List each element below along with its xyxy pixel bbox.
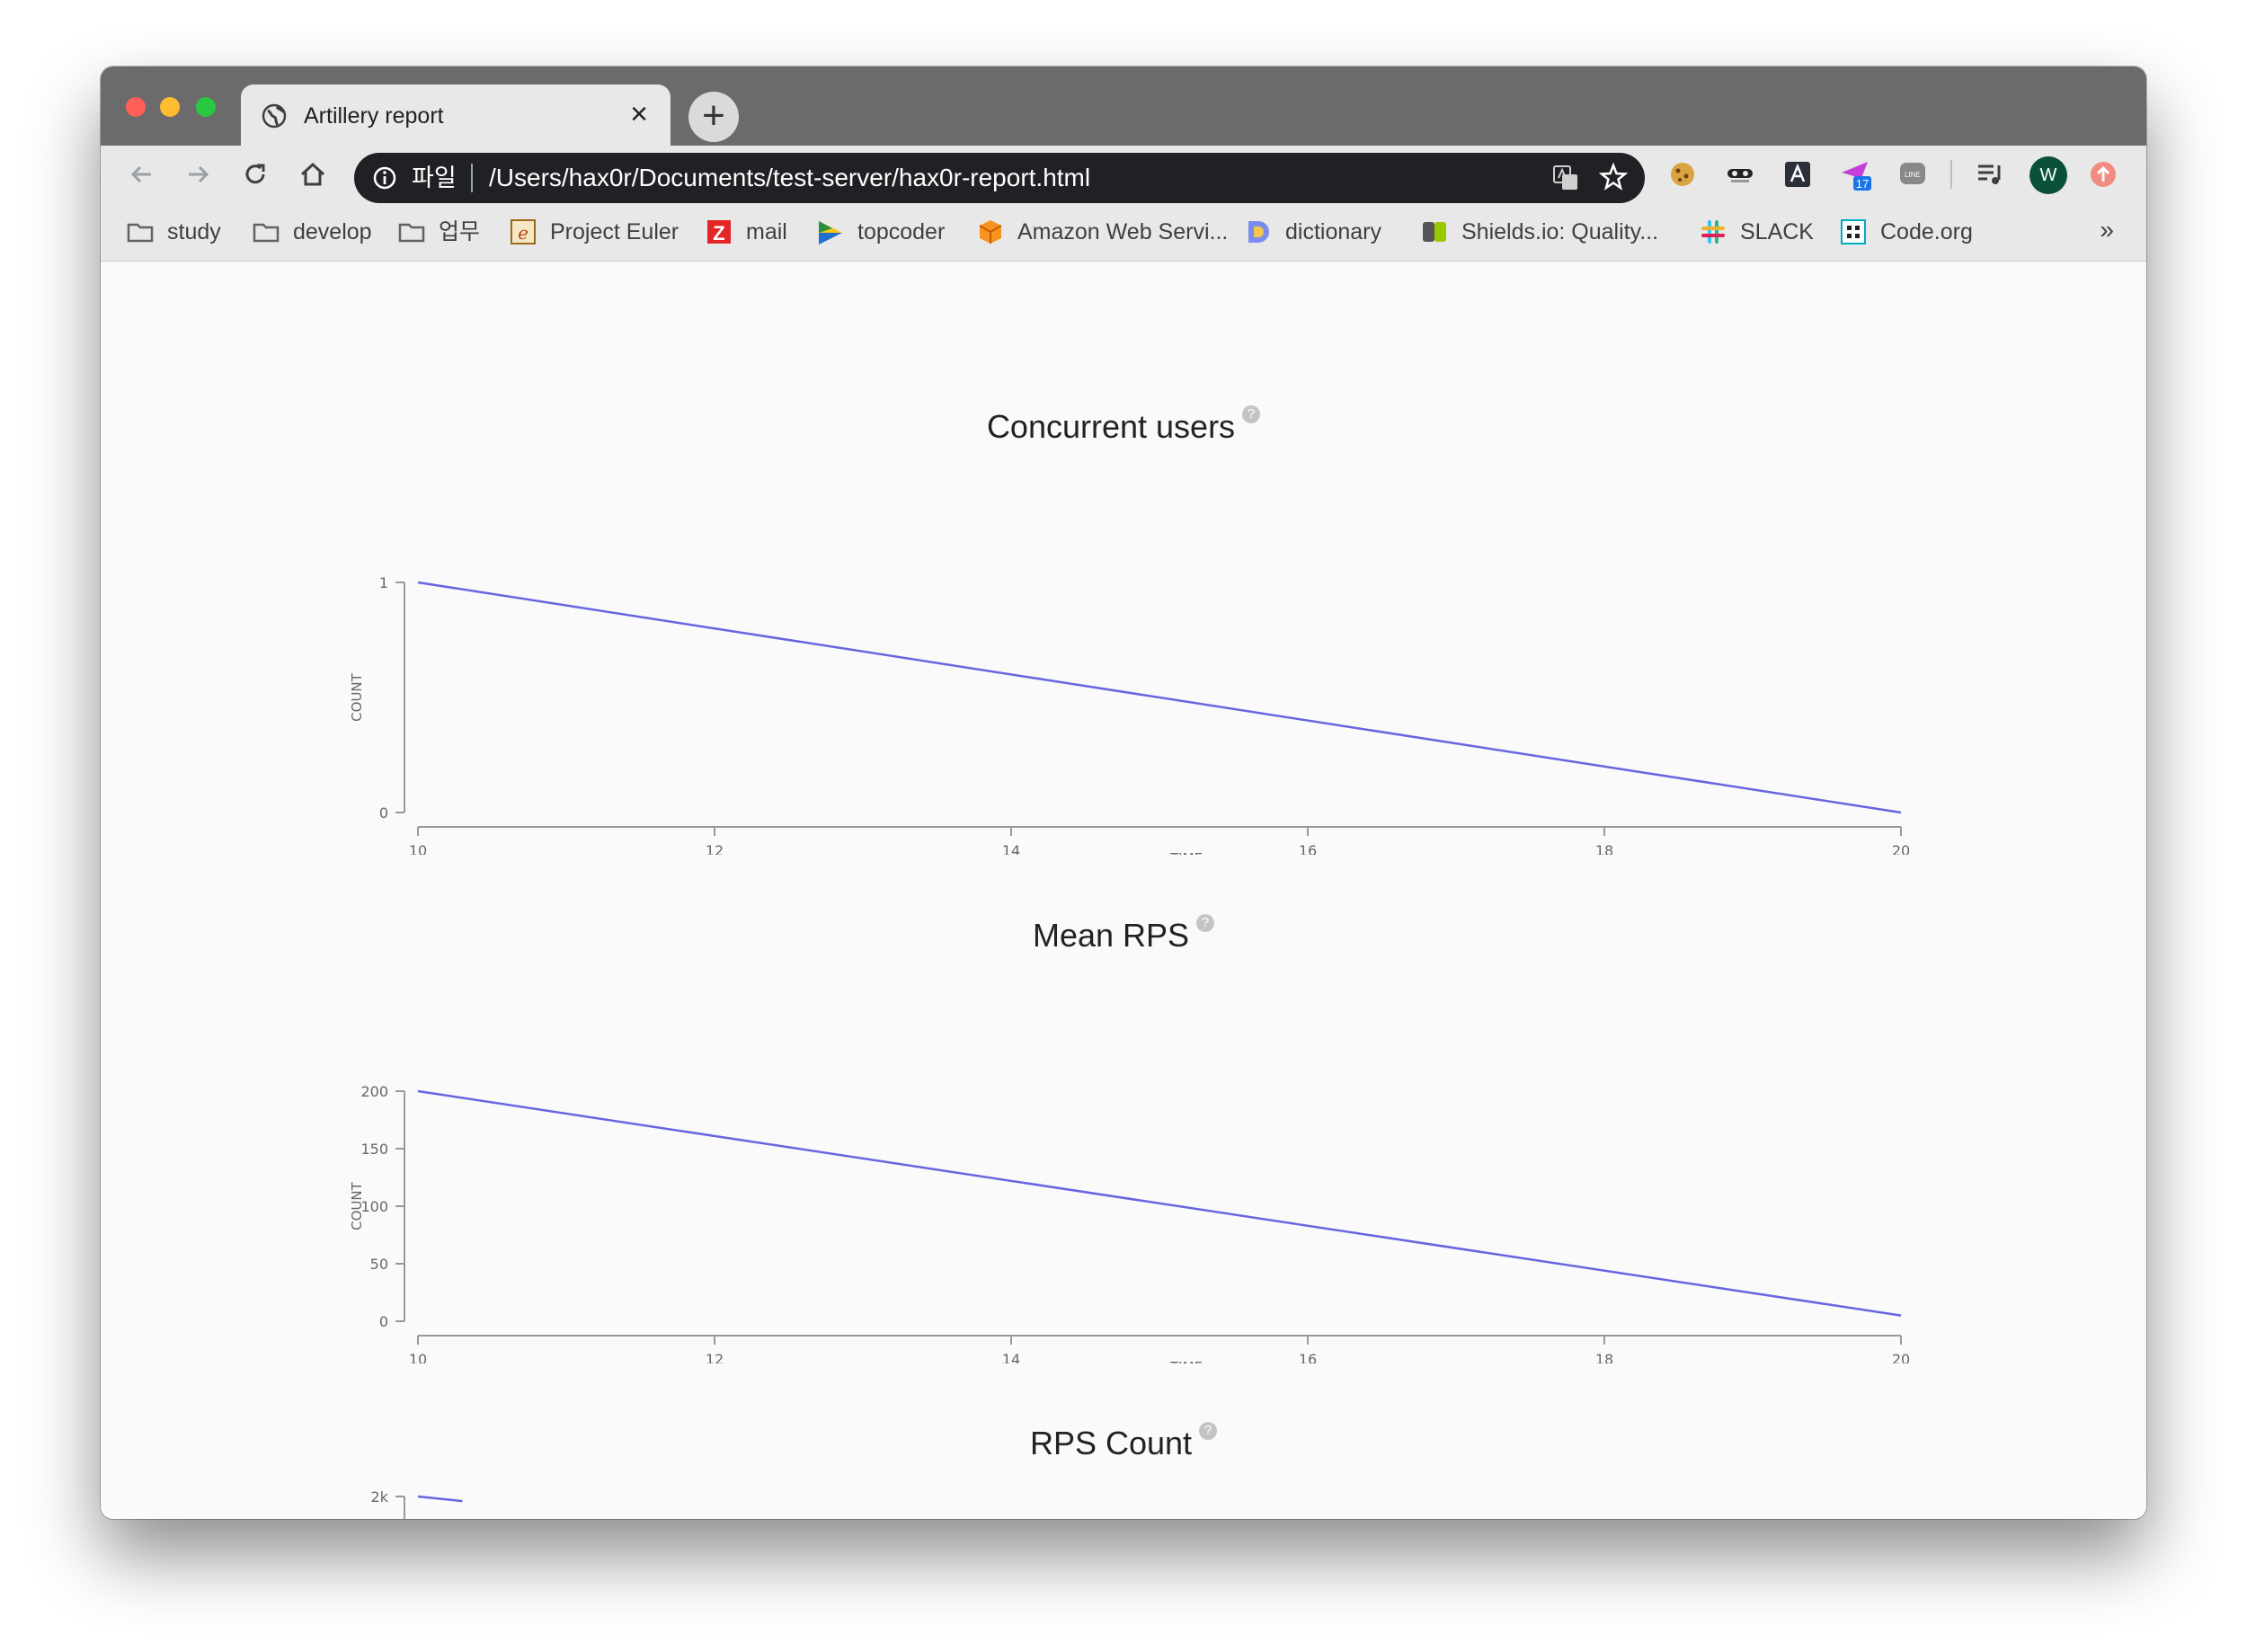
x-tick-label: 18 — [1595, 1351, 1613, 1363]
report-page: Concurrent users? 10121416182001TIMECOUN… — [101, 262, 2146, 1519]
code-org-icon — [1841, 219, 1866, 244]
svg-text:Z: Z — [713, 222, 724, 244]
bookmarks-overflow-button[interactable]: » — [2100, 216, 2114, 244]
x-tick-label: 20 — [1892, 842, 1910, 855]
y-tick-label: 100 — [360, 1198, 388, 1215]
forward-arrow-icon[interactable] — [182, 158, 214, 191]
y-tick-label: 1 — [379, 574, 388, 591]
zoom-window-button[interactable] — [196, 97, 216, 117]
x-axis-label: TIME — [1169, 850, 1203, 855]
concurrent-users-chart: 10 12 14 16 18 20 0 1 TIME COUNT — [349, 574, 1910, 855]
media-queue-icon[interactable] — [1974, 158, 2006, 191]
help-icon[interactable]: ? — [1199, 1422, 1218, 1440]
y-axis-label: COUNT — [349, 1181, 365, 1230]
url-text[interactable]: /Users/hax0r/Documents/test-server/hax0r… — [489, 164, 1091, 191]
extension-badge: 17 — [1856, 177, 1869, 191]
bookmarks-bar: study develop 업무 e Project Euler Z mail … — [101, 203, 2146, 262]
y-tick-label: 150 — [360, 1141, 388, 1158]
omnibox-divider — [471, 164, 473, 192]
star-icon[interactable] — [1598, 162, 1629, 192]
zoho-mail-icon: Z — [707, 220, 731, 244]
profile-avatar[interactable]: W — [2029, 156, 2067, 194]
x-tick-label: 12 — [706, 1351, 724, 1363]
chart-title-concurrent-users: Concurrent users? — [101, 405, 2146, 447]
help-icon[interactable]: ? — [1242, 405, 1261, 423]
browser-window: Artillery report × + 파일 /Users/ha — [101, 67, 2146, 1519]
send-plane-icon[interactable]: 17 — [1839, 158, 1871, 191]
tab-title: Artillery report — [304, 103, 444, 129]
x-axis-label: TIME — [1169, 1359, 1203, 1363]
line-chat-icon[interactable]: LINE — [1896, 158, 1929, 191]
series-line — [417, 1495, 463, 1503]
topcoder-icon — [819, 221, 842, 244]
aws-cube-icon — [979, 220, 1002, 244]
y-tick-label: 0 — [379, 804, 388, 822]
scheme-label: 파일 — [412, 164, 457, 191]
tab-strip: Artillery report × + — [101, 67, 2146, 146]
series-line — [417, 581, 1902, 814]
x-tick-label: 20 — [1892, 1351, 1910, 1363]
font-a-icon[interactable] — [1781, 158, 1814, 191]
toolbar-separator — [1950, 160, 1952, 189]
update-arrow-icon[interactable] — [2087, 158, 2119, 191]
folder-icon — [127, 223, 154, 243]
y-tick-label: 0 — [379, 1313, 388, 1330]
folder-icon — [398, 223, 425, 243]
help-icon[interactable]: ? — [1196, 914, 1215, 932]
translate-icon[interactable] — [1551, 164, 1580, 192]
reload-icon[interactable] — [239, 158, 271, 191]
series-line — [417, 1089, 1902, 1317]
address-bar[interactable]: 파일 /Users/hax0r/Documents/test-server/ha… — [354, 153, 1645, 203]
folder-icon — [253, 223, 280, 243]
dictionary-icon — [1248, 221, 1269, 243]
cookie-icon[interactable] — [1666, 158, 1699, 191]
home-icon[interactable] — [297, 158, 329, 191]
project-euler-icon: e — [511, 219, 536, 244]
shields-icon — [1423, 222, 1446, 242]
close-icon[interactable]: × — [630, 97, 648, 131]
y-tick-label: 2k — [371, 1488, 389, 1505]
close-window-button[interactable] — [126, 97, 146, 117]
x-tick-label: 16 — [1299, 842, 1317, 855]
toolbar: 파일 /Users/hax0r/Documents/test-server/ha… — [101, 146, 2146, 203]
chart-title-rps-count: RPS Count? — [101, 1422, 2146, 1463]
svg-text:e: e — [518, 222, 528, 244]
chart-title-mean-rps: Mean RPS? — [101, 914, 2146, 955]
svg-text:LINE: LINE — [1905, 171, 1921, 179]
mean-rps-chart: 101214161820050100150200TIMECOUNT — [349, 1083, 1910, 1363]
globe-icon — [262, 103, 287, 129]
x-tick-label: 12 — [706, 842, 724, 855]
x-tick-label: 14 — [1002, 842, 1020, 855]
slack-icon — [1701, 220, 1725, 244]
new-tab-button[interactable]: + — [688, 92, 739, 142]
x-tick-label: 14 — [1002, 1351, 1020, 1363]
y-axis-label: COUNT — [349, 672, 365, 721]
x-tick-label: 16 — [1299, 1351, 1317, 1363]
minimize-window-button[interactable] — [160, 97, 180, 117]
y-tick-label: 50 — [370, 1256, 388, 1273]
rps-count-chart: 2k — [371, 1488, 463, 1519]
info-icon[interactable] — [372, 165, 397, 191]
x-tick-label: 18 — [1595, 842, 1613, 855]
x-tick-label: 10 — [409, 1351, 427, 1363]
y-tick-label: 200 — [360, 1083, 388, 1100]
x-tick-label: 10 — [409, 842, 427, 855]
incognito-mask-icon[interactable] — [1724, 158, 1756, 191]
back-arrow-icon[interactable] — [126, 158, 158, 191]
tab-artillery-report[interactable]: Artillery report × — [241, 84, 671, 146]
